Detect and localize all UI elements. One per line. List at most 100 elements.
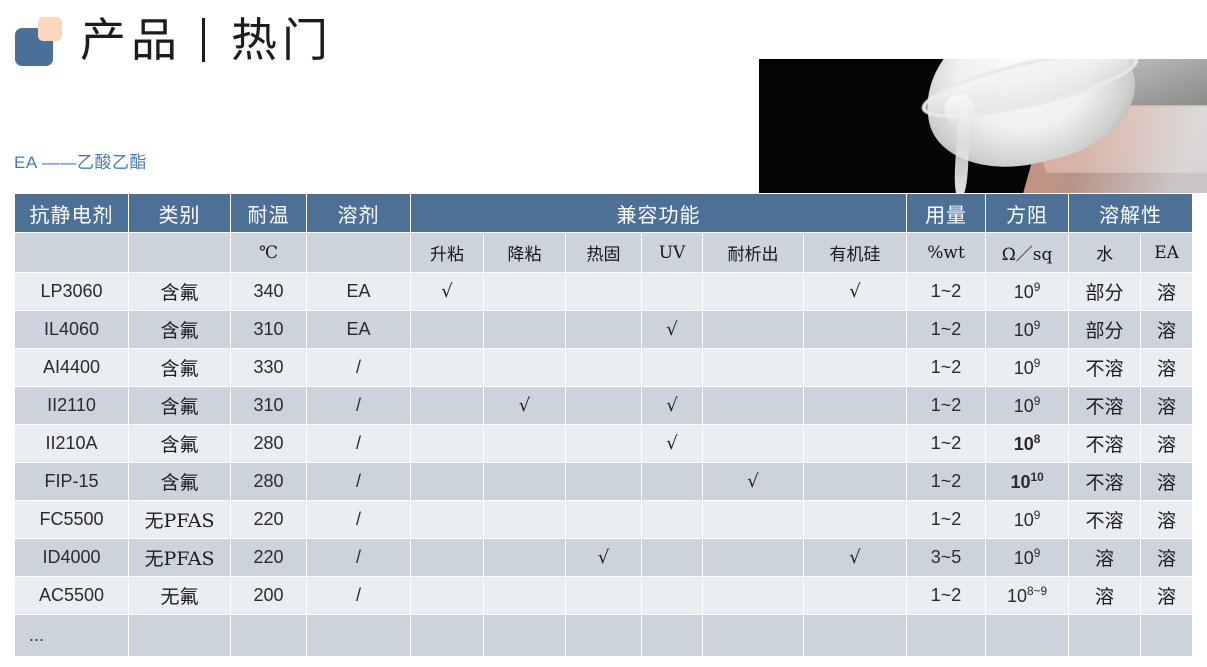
cell-empty: [306, 614, 411, 657]
cell-compat-thicken: [410, 348, 484, 387]
cell-compat-thin: [483, 538, 566, 577]
cell-category: 含氟: [128, 424, 231, 463]
cell-compat-thicken: [410, 576, 484, 615]
cell-compat-thermoset: [565, 272, 642, 311]
cell-compat-thicken: [410, 310, 484, 349]
cell-compat-anti-bleed: [702, 424, 804, 463]
cell-product-name: II210A: [14, 424, 129, 463]
table-body: LP3060 含氟 340 EA √ √ 1~2 109 部分溶 IL4060 含氟 310 EA √ 1~…: [14, 272, 1194, 657]
cell-compat-silicone: √: [802, 538, 908, 577]
table-sub-header-0: [14, 232, 129, 273]
cell-solvent: /: [306, 348, 411, 387]
cell-sheet-resistance: 109: [985, 538, 1070, 577]
cell-empty: [802, 614, 908, 657]
cell-solvent: /: [306, 538, 411, 577]
cell-solubility-ea: 溶: [1140, 538, 1194, 577]
cell-compat-thicken: [410, 500, 484, 539]
cell-product-name: II2110: [14, 386, 129, 425]
cell-compat-uv: [641, 348, 703, 387]
cell-compat-silicone: [802, 462, 908, 501]
cell-empty: [565, 614, 642, 657]
brand-logo-icon: [10, 17, 62, 66]
cell-ellipsis: ...: [14, 614, 129, 657]
cell-empty: [1068, 614, 1142, 657]
cell-compat-silicone: [802, 500, 908, 539]
cell-solvent: /: [306, 462, 411, 501]
table-group-header-1: 类别: [128, 193, 231, 233]
table-row[interactable]: LP3060 含氟 340 EA √ √ 1~2 109 部分溶: [14, 272, 1194, 311]
cell-temperature: 310: [230, 386, 307, 425]
table-group-header-0: 抗静电剂: [14, 193, 129, 233]
table-row[interactable]: II210A 含氟 280/ √ 1~2 108 不溶溶: [14, 424, 1194, 463]
cell-compat-thin: [483, 424, 566, 463]
table-sub-header-4: 升粘: [410, 232, 484, 273]
cell-compat-thin: [483, 348, 566, 387]
cell-empty: [641, 614, 703, 657]
cell-sheet-resistance: 109: [985, 348, 1070, 387]
cell-dosage: 1~2: [906, 310, 987, 349]
cell-compat-anti-bleed: [702, 386, 804, 425]
table-row[interactable]: AC5500 无氟 200/1~2 108~9 溶溶: [14, 576, 1194, 615]
table-sub-header-11: Ω／sq: [985, 232, 1070, 273]
cell-dosage: 1~2: [906, 424, 987, 463]
cell-solvent: /: [306, 500, 411, 539]
cell-compat-uv: √: [641, 386, 703, 425]
cell-compat-uv: [641, 538, 703, 577]
cell-dosage: 1~2: [906, 462, 987, 501]
cell-compat-silicone: [802, 576, 908, 615]
cell-temperature: 330: [230, 348, 307, 387]
table-sub-header-3: [306, 232, 411, 273]
cell-compat-thicken: [410, 424, 484, 463]
cell-empty: [702, 614, 804, 657]
table-row[interactable]: AI4400 含氟 330/ 1~2 109 不溶溶: [14, 348, 1194, 387]
cell-temperature: 220: [230, 538, 307, 577]
cell-product-name: AC5500: [14, 576, 129, 615]
table-sub-header-7: UV: [641, 232, 703, 273]
page-title: 产品 热门: [80, 17, 333, 63]
cell-compat-thermoset: [565, 348, 642, 387]
cell-solubility-ea: 溶: [1140, 424, 1194, 463]
cell-solubility-water: 部分: [1068, 310, 1142, 349]
table-sub-header-10: %wt: [906, 232, 987, 273]
cell-category: 含氟: [128, 310, 231, 349]
cell-solubility-water: 不溶: [1068, 424, 1142, 463]
cell-product-name: LP3060: [14, 272, 129, 311]
cell-sheet-resistance: 109: [985, 310, 1070, 349]
table-sub-header-9: 有机硅: [802, 232, 908, 273]
cell-solubility-ea: 溶: [1140, 576, 1194, 615]
table-row[interactable]: II2110 含氟 310/ √ √ 1~2 109 不溶溶: [14, 386, 1194, 425]
cell-compat-uv: [641, 500, 703, 539]
cell-dosage: 1~2: [906, 272, 987, 311]
cell-compat-thermoset: [565, 310, 642, 349]
cell-temperature: 200: [230, 576, 307, 615]
cell-solubility-ea: 溶: [1140, 386, 1194, 425]
table-row[interactable]: FC5500 无PFAS 220/ 1~2 109 不溶溶: [14, 500, 1194, 539]
cell-compat-thin: [483, 462, 566, 501]
cell-compat-silicone: [802, 310, 908, 349]
table-row[interactable]: IL4060 含氟 310 EA √ 1~2 109 部分溶: [14, 310, 1194, 349]
cell-category: 含氟: [128, 386, 231, 425]
table-sub-header-6: 热固: [565, 232, 642, 273]
table-sub-header-row: ℃ 升粘 降粘 热固 UV 耐析出 有机硅 %wt Ω／sq 水 EA: [14, 232, 1194, 273]
table-group-header-7: 溶解性: [1068, 193, 1194, 233]
cell-compat-uv: √: [641, 424, 703, 463]
cell-compat-thicken: [410, 386, 484, 425]
cell-sheet-resistance: 109: [985, 272, 1070, 311]
table-row[interactable]: ID4000 无PFAS 220/√ √ 3~5 109 溶溶: [14, 538, 1194, 577]
cell-compat-anti-bleed: [702, 538, 804, 577]
table-group-header-3: 溶剂: [306, 193, 411, 233]
cell-compat-anti-bleed: [702, 576, 804, 615]
cell-compat-uv: [641, 462, 703, 501]
table-group-header-2: 耐温: [230, 193, 307, 233]
cell-product-name: ID4000: [14, 538, 129, 577]
table-sub-header-13: EA: [1140, 232, 1194, 273]
table-row-ellipsis[interactable]: ...: [14, 614, 1194, 657]
table-row[interactable]: FIP-15 含氟 280/ √ 1~2 1010 不溶溶: [14, 462, 1194, 501]
cell-temperature: 280: [230, 424, 307, 463]
cell-dosage: 3~5: [906, 538, 987, 577]
cell-temperature: 340: [230, 272, 307, 311]
cell-product-name: FIP-15: [14, 462, 129, 501]
cell-category: 无氟: [128, 576, 231, 615]
cell-solubility-ea: 溶: [1140, 462, 1194, 501]
cell-compat-uv: [641, 576, 703, 615]
